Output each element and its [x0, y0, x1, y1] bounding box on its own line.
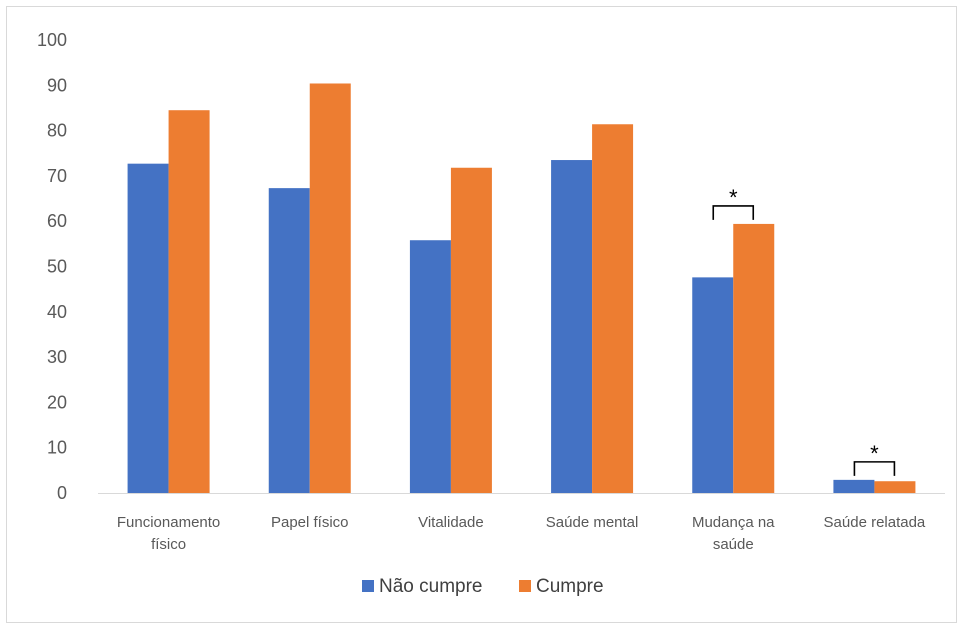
x-category-label: físico	[151, 536, 186, 553]
bars	[127, 83, 916, 494]
bar-nao-cumpre	[409, 240, 451, 493]
y-tick-label: 80	[47, 121, 67, 141]
chart-frame: 0 10 20 30 40 50 60 70 80 90 100 Funcionamento físi…	[6, 6, 957, 623]
significance-annotations: **	[712, 185, 896, 476]
legend: Não cumpre Cumpre	[362, 576, 604, 597]
bar-cumpre	[309, 83, 351, 493]
y-tick-label: 20	[47, 392, 67, 412]
bar-cumpre	[450, 167, 492, 493]
x-category-label: Vitalidade	[418, 514, 484, 531]
significance-asterisk: *	[870, 441, 879, 466]
x-axis-labels: Funcionamento físico Papel físico Vitalidad…	[117, 514, 926, 553]
bar-cumpre	[168, 110, 210, 493]
significance-bracket	[712, 205, 755, 220]
x-category-label: Mudança na	[692, 514, 775, 531]
bar-nao-cumpre	[551, 160, 593, 494]
y-tick-label: 0	[57, 483, 67, 503]
bar-nao-cumpre	[127, 163, 169, 493]
y-tick-label: 50	[47, 257, 67, 277]
y-tick-label: 90	[47, 75, 67, 95]
bar-cumpre	[874, 481, 916, 493]
y-tick-label: 10	[47, 438, 67, 458]
y-tick-label: 60	[47, 211, 67, 231]
x-category-label: Funcionamento	[117, 514, 220, 531]
x-category-label: Saúde mental	[546, 514, 639, 531]
bar-nao-cumpre	[692, 277, 734, 493]
bar-nao-cumpre	[268, 188, 310, 494]
significance-asterisk: *	[729, 185, 738, 210]
x-category-label: Papel físico	[271, 514, 349, 531]
bar-nao-cumpre	[833, 479, 875, 493]
bar-cumpre	[592, 124, 634, 494]
y-axis-ticks: 0 10 20 30 40 50 60 70 80 90 100	[37, 30, 67, 503]
significance-bracket	[853, 461, 896, 476]
legend-swatch	[519, 580, 531, 592]
legend-swatch	[362, 580, 374, 592]
bar-cumpre	[733, 223, 775, 493]
y-tick-label: 100	[37, 30, 67, 50]
bar-chart: 0 10 20 30 40 50 60 70 80 90 100 Funcionamento físi…	[37, 30, 945, 597]
y-tick-label: 70	[47, 166, 67, 186]
y-tick-label: 40	[47, 302, 67, 322]
x-category-label: saúde	[713, 536, 754, 553]
legend-label: Cumpre	[536, 576, 604, 597]
y-tick-label: 30	[47, 347, 67, 367]
x-category-label: Saúde relatada	[824, 514, 926, 531]
legend-label: Não cumpre	[379, 576, 483, 597]
